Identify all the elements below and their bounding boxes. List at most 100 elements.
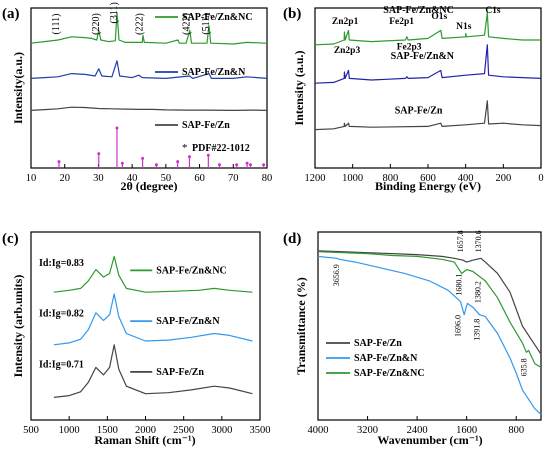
- series-line-sap-fe-zn: [30, 106, 268, 111]
- element-label: C1s: [485, 6, 501, 16]
- series-line-sap-fe-zn: [53, 344, 253, 398]
- peak-label: 3656.9: [332, 264, 341, 286]
- panel-tag-a: (a): [2, 6, 20, 22]
- legend-entry: SAP-Fe/Zn: [156, 367, 204, 378]
- panel-a-xlabel: 2θ (degree): [120, 179, 177, 193]
- x-tick-label: 200: [495, 173, 511, 184]
- panel-a-frame: [30, 7, 268, 169]
- x-tick-label: 500: [23, 425, 39, 436]
- x-tick-label: 80: [262, 173, 273, 184]
- panel-d-frame: [317, 231, 542, 421]
- hkl-label: (111): [51, 14, 62, 35]
- element-label: Fe2p3: [397, 43, 422, 53]
- series-name: SAP-Fe/Zn&NC: [383, 5, 454, 16]
- panel-d-xlabel: Wavenumber (cm⁻¹): [377, 433, 482, 447]
- x-tick-label: 800: [508, 425, 524, 436]
- peak-label: 1370.6: [474, 230, 483, 252]
- panel-a-series: [30, 12, 268, 168]
- reference-dot: [97, 152, 101, 156]
- hkl-label: (422): [181, 13, 192, 35]
- hkl-label: (311): [109, 2, 120, 23]
- panel-d-ylabel: Transmittance (%): [294, 277, 308, 374]
- x-tick-label: 1000: [59, 425, 80, 436]
- id-ig-ratio: Id:Ig=0.82: [39, 309, 84, 320]
- series-line-sap-fe-zn-nc: [317, 251, 542, 368]
- x-tick-label: 60: [194, 173, 205, 184]
- series-line-sap-fe-zn: [314, 100, 542, 131]
- reference-dot: [248, 163, 252, 167]
- x-tick-label: 2500: [173, 425, 194, 436]
- x-tick-label: 600: [420, 173, 436, 184]
- x-tick-label: 40: [127, 173, 138, 184]
- hkl-label: (222): [135, 13, 146, 35]
- series-line-sap-fe-zn: [317, 250, 542, 355]
- panel-d-annotations: 3656.9 1680.1 1657.8 1370.6 1380.2 1696.0 1391…: [332, 230, 528, 376]
- panel-d-series: [317, 250, 542, 415]
- reference-dot: [187, 155, 191, 159]
- x-tick-label: 400: [458, 173, 474, 184]
- panel-b-ylabel: Intensity (a.u.): [292, 50, 306, 125]
- panel-tag-c: (c): [2, 231, 19, 247]
- peak-label: 1657.8: [456, 230, 465, 252]
- panel-c-xlabel: Raman Shift (cm⁻¹): [94, 433, 195, 447]
- reference-dot: [120, 161, 124, 165]
- x-tick-label: 800: [382, 173, 398, 184]
- panel-c-annotations: Id:Ig=0.83 SAP-Fe/Zn&NC Id:Ig=0.82 SAP-Fe/Z…: [39, 258, 227, 378]
- panel-tag-b: (b): [283, 6, 301, 22]
- x-tick-label: 20: [59, 173, 70, 184]
- peak-label: 1696.0: [454, 315, 463, 337]
- reference-dot: [154, 163, 158, 167]
- x-tick-label: 3200: [357, 425, 378, 436]
- id-ig-ratio: Id:Ig=0.83: [39, 258, 84, 269]
- x-tick-label: 10: [26, 173, 37, 184]
- x-tick-label: 3000: [211, 425, 232, 436]
- panel-b-annotations: Zn2p1 Zn2p3 Fe2p1 Fe2p3 O1s N1s C1s SAP-Fe/Zn&N…: [332, 5, 501, 117]
- panel-a-ticks: 10 20 30 40 50 60 70 80: [26, 164, 273, 184]
- pdf-marker: *: [182, 142, 188, 154]
- panel-tag-d: (d): [283, 231, 301, 247]
- legend-entry: SAP-Fe/Zn&NC: [354, 368, 425, 379]
- panel-a-legend: SAP-Fe/Zn&NC SAP-Fe/Zn&N SAP-Fe/Zn * PDF#22-…: [155, 12, 253, 154]
- panel-c-ticks: 500 1000 1500 2000 2500 3000 3500: [23, 416, 271, 436]
- reference-dot: [176, 160, 180, 164]
- element-label: Zn2p1: [332, 17, 359, 27]
- series-line-sap-fe-zn-n: [53, 293, 253, 346]
- x-tick-label: 3500: [250, 425, 271, 436]
- reference-dot: [206, 153, 210, 157]
- panel-a-annotations: (111) (220) (311) (222) (422) (511): [51, 2, 212, 35]
- x-tick-label: 2400: [407, 425, 428, 436]
- x-tick-label: 1600: [456, 425, 477, 436]
- x-tick-label: 1200: [305, 173, 326, 184]
- hkl-label: (511): [201, 13, 212, 34]
- legend-entry: SAP-Fe/Zn&NC: [156, 265, 227, 276]
- reference-dot: [115, 126, 119, 130]
- x-tick-label: 0: [538, 173, 543, 184]
- series-line-sap-fe-zn-nc: [314, 12, 541, 46]
- peak-label: 1680.1: [455, 274, 464, 296]
- panel-d-ticks: 4000 3200 2400 1600 800: [308, 416, 524, 436]
- x-tick-label: 1000: [342, 173, 363, 184]
- series-line-sap-fe-zn-nc: [53, 255, 253, 293]
- x-tick-label: 30: [93, 173, 104, 184]
- series-line-sap-fe-zn-n: [317, 255, 542, 415]
- x-tick-label: 4000: [308, 425, 329, 436]
- element-label: O1s: [431, 12, 447, 22]
- panel-b-series: [314, 12, 542, 131]
- series-name: SAP-Fe/Zn&N: [391, 51, 455, 62]
- legend-entry: SAP-Fe/Zn: [182, 120, 230, 131]
- reference-dot: [57, 160, 61, 164]
- legend-entry: SAP-Fe/Zn&NC: [182, 12, 253, 23]
- reference-dot: [235, 163, 239, 167]
- legend-entry: SAP-Fe/Zn&N: [156, 316, 220, 327]
- panel-b-ticks: 1200 1000 800 600 400 200 0: [305, 164, 544, 184]
- id-ig-ratio: Id:Ig=0.71: [39, 359, 84, 370]
- panel-c-ylabel: Intensity (arb.units): [11, 275, 25, 378]
- panel-a: 10 20 30 40 50 60 70 80 (111) (220) (311) (222) (42…: [11, 2, 272, 193]
- series-name: SAP-Fe/Zn: [395, 106, 443, 117]
- legend-entry: SAP-Fe/Zn: [354, 338, 402, 349]
- x-tick-label: 2000: [135, 425, 156, 436]
- panel-b-xlabel: Binding Energy (eV): [375, 179, 481, 193]
- element-label: Zn2p3: [334, 46, 361, 56]
